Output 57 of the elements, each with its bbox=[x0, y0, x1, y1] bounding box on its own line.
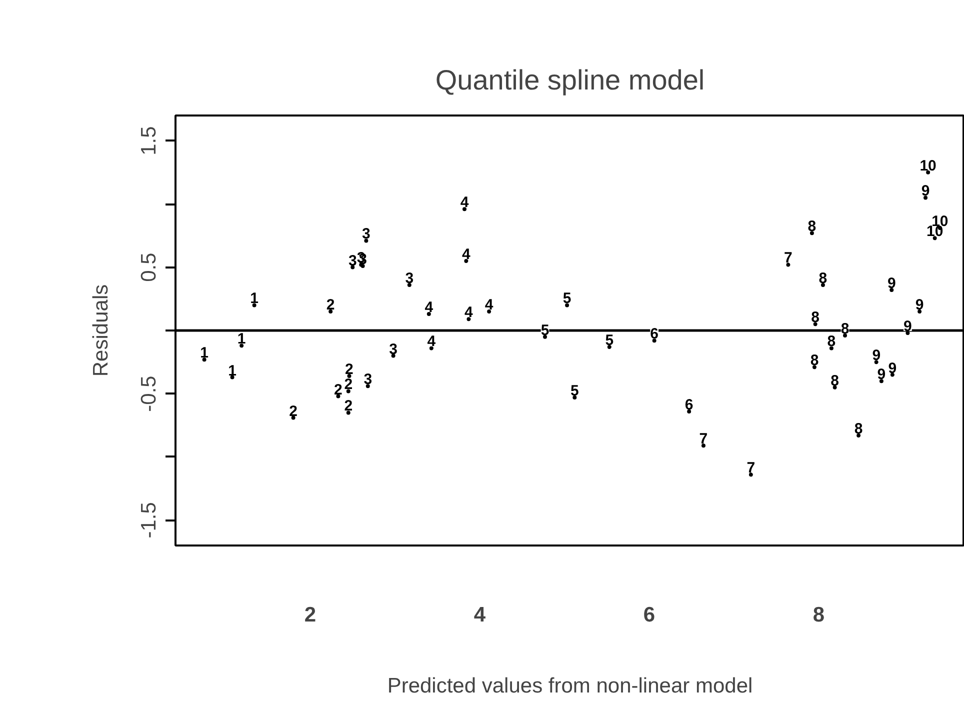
series-label: 9 bbox=[877, 366, 886, 384]
text: 4 bbox=[462, 246, 470, 263]
series-label: 8 bbox=[840, 320, 850, 338]
text: 9 bbox=[921, 182, 930, 200]
text: 2 bbox=[345, 361, 354, 378]
text: 2 bbox=[344, 398, 353, 415]
y-tick-label: -1.5 bbox=[138, 502, 160, 538]
text: 4 bbox=[427, 333, 436, 350]
series-label: 1 bbox=[250, 290, 258, 308]
x-tick-label: 6 bbox=[643, 604, 656, 626]
y-tick-label: -0.5 bbox=[138, 376, 160, 412]
text: 8 bbox=[810, 352, 819, 370]
chart-title: Quantile spline model bbox=[435, 64, 705, 96]
text: 8 bbox=[830, 372, 840, 390]
text: 4 bbox=[460, 194, 469, 212]
text: 3 bbox=[364, 371, 372, 388]
text: 2 bbox=[334, 381, 342, 398]
x-axis-title: Predicted values from non-linear model bbox=[387, 674, 753, 698]
x-tick-label: 2 bbox=[304, 604, 316, 626]
series-label: 4 bbox=[484, 296, 494, 314]
text: 1 bbox=[237, 330, 246, 348]
y-tick-label: 0.5 bbox=[138, 252, 160, 282]
text: 2 bbox=[326, 296, 335, 314]
text: 6 bbox=[650, 326, 658, 343]
series-label: 2 bbox=[344, 376, 353, 394]
text: 5 bbox=[540, 322, 550, 339]
text: 4 bbox=[424, 299, 434, 316]
series-label: 7 bbox=[746, 460, 756, 477]
text: 2 bbox=[289, 402, 298, 420]
text: 8 bbox=[854, 420, 863, 438]
text: 3 bbox=[362, 226, 370, 243]
x-tick-label: 4 bbox=[474, 604, 486, 626]
text: 1 bbox=[228, 362, 236, 380]
text: 8 bbox=[811, 309, 820, 326]
text: 8 bbox=[818, 270, 828, 287]
text: 9 bbox=[915, 296, 924, 314]
text: 9 bbox=[887, 275, 896, 292]
text: 3 bbox=[405, 270, 414, 287]
y-tick-label: 1.5 bbox=[138, 126, 160, 156]
text: 3 bbox=[348, 252, 357, 270]
y-axis-title: Residuals bbox=[90, 284, 112, 377]
text: 7 bbox=[784, 250, 792, 267]
series-label: 5 bbox=[562, 290, 572, 308]
text: 3 bbox=[389, 340, 398, 358]
text: 8 bbox=[808, 218, 816, 236]
text: 8 bbox=[827, 333, 836, 350]
text: 1 bbox=[200, 344, 208, 362]
x-tick-label: 8 bbox=[812, 604, 825, 626]
text: 9 bbox=[888, 360, 897, 377]
text: 5 bbox=[570, 382, 579, 400]
text: 9 bbox=[872, 347, 881, 364]
text: 4 bbox=[464, 304, 473, 322]
series-label: 6 bbox=[684, 396, 694, 414]
text: 5 bbox=[605, 332, 614, 349]
text: 7 bbox=[699, 430, 708, 448]
text: 10 bbox=[920, 157, 936, 174]
text: 9 bbox=[904, 318, 912, 336]
